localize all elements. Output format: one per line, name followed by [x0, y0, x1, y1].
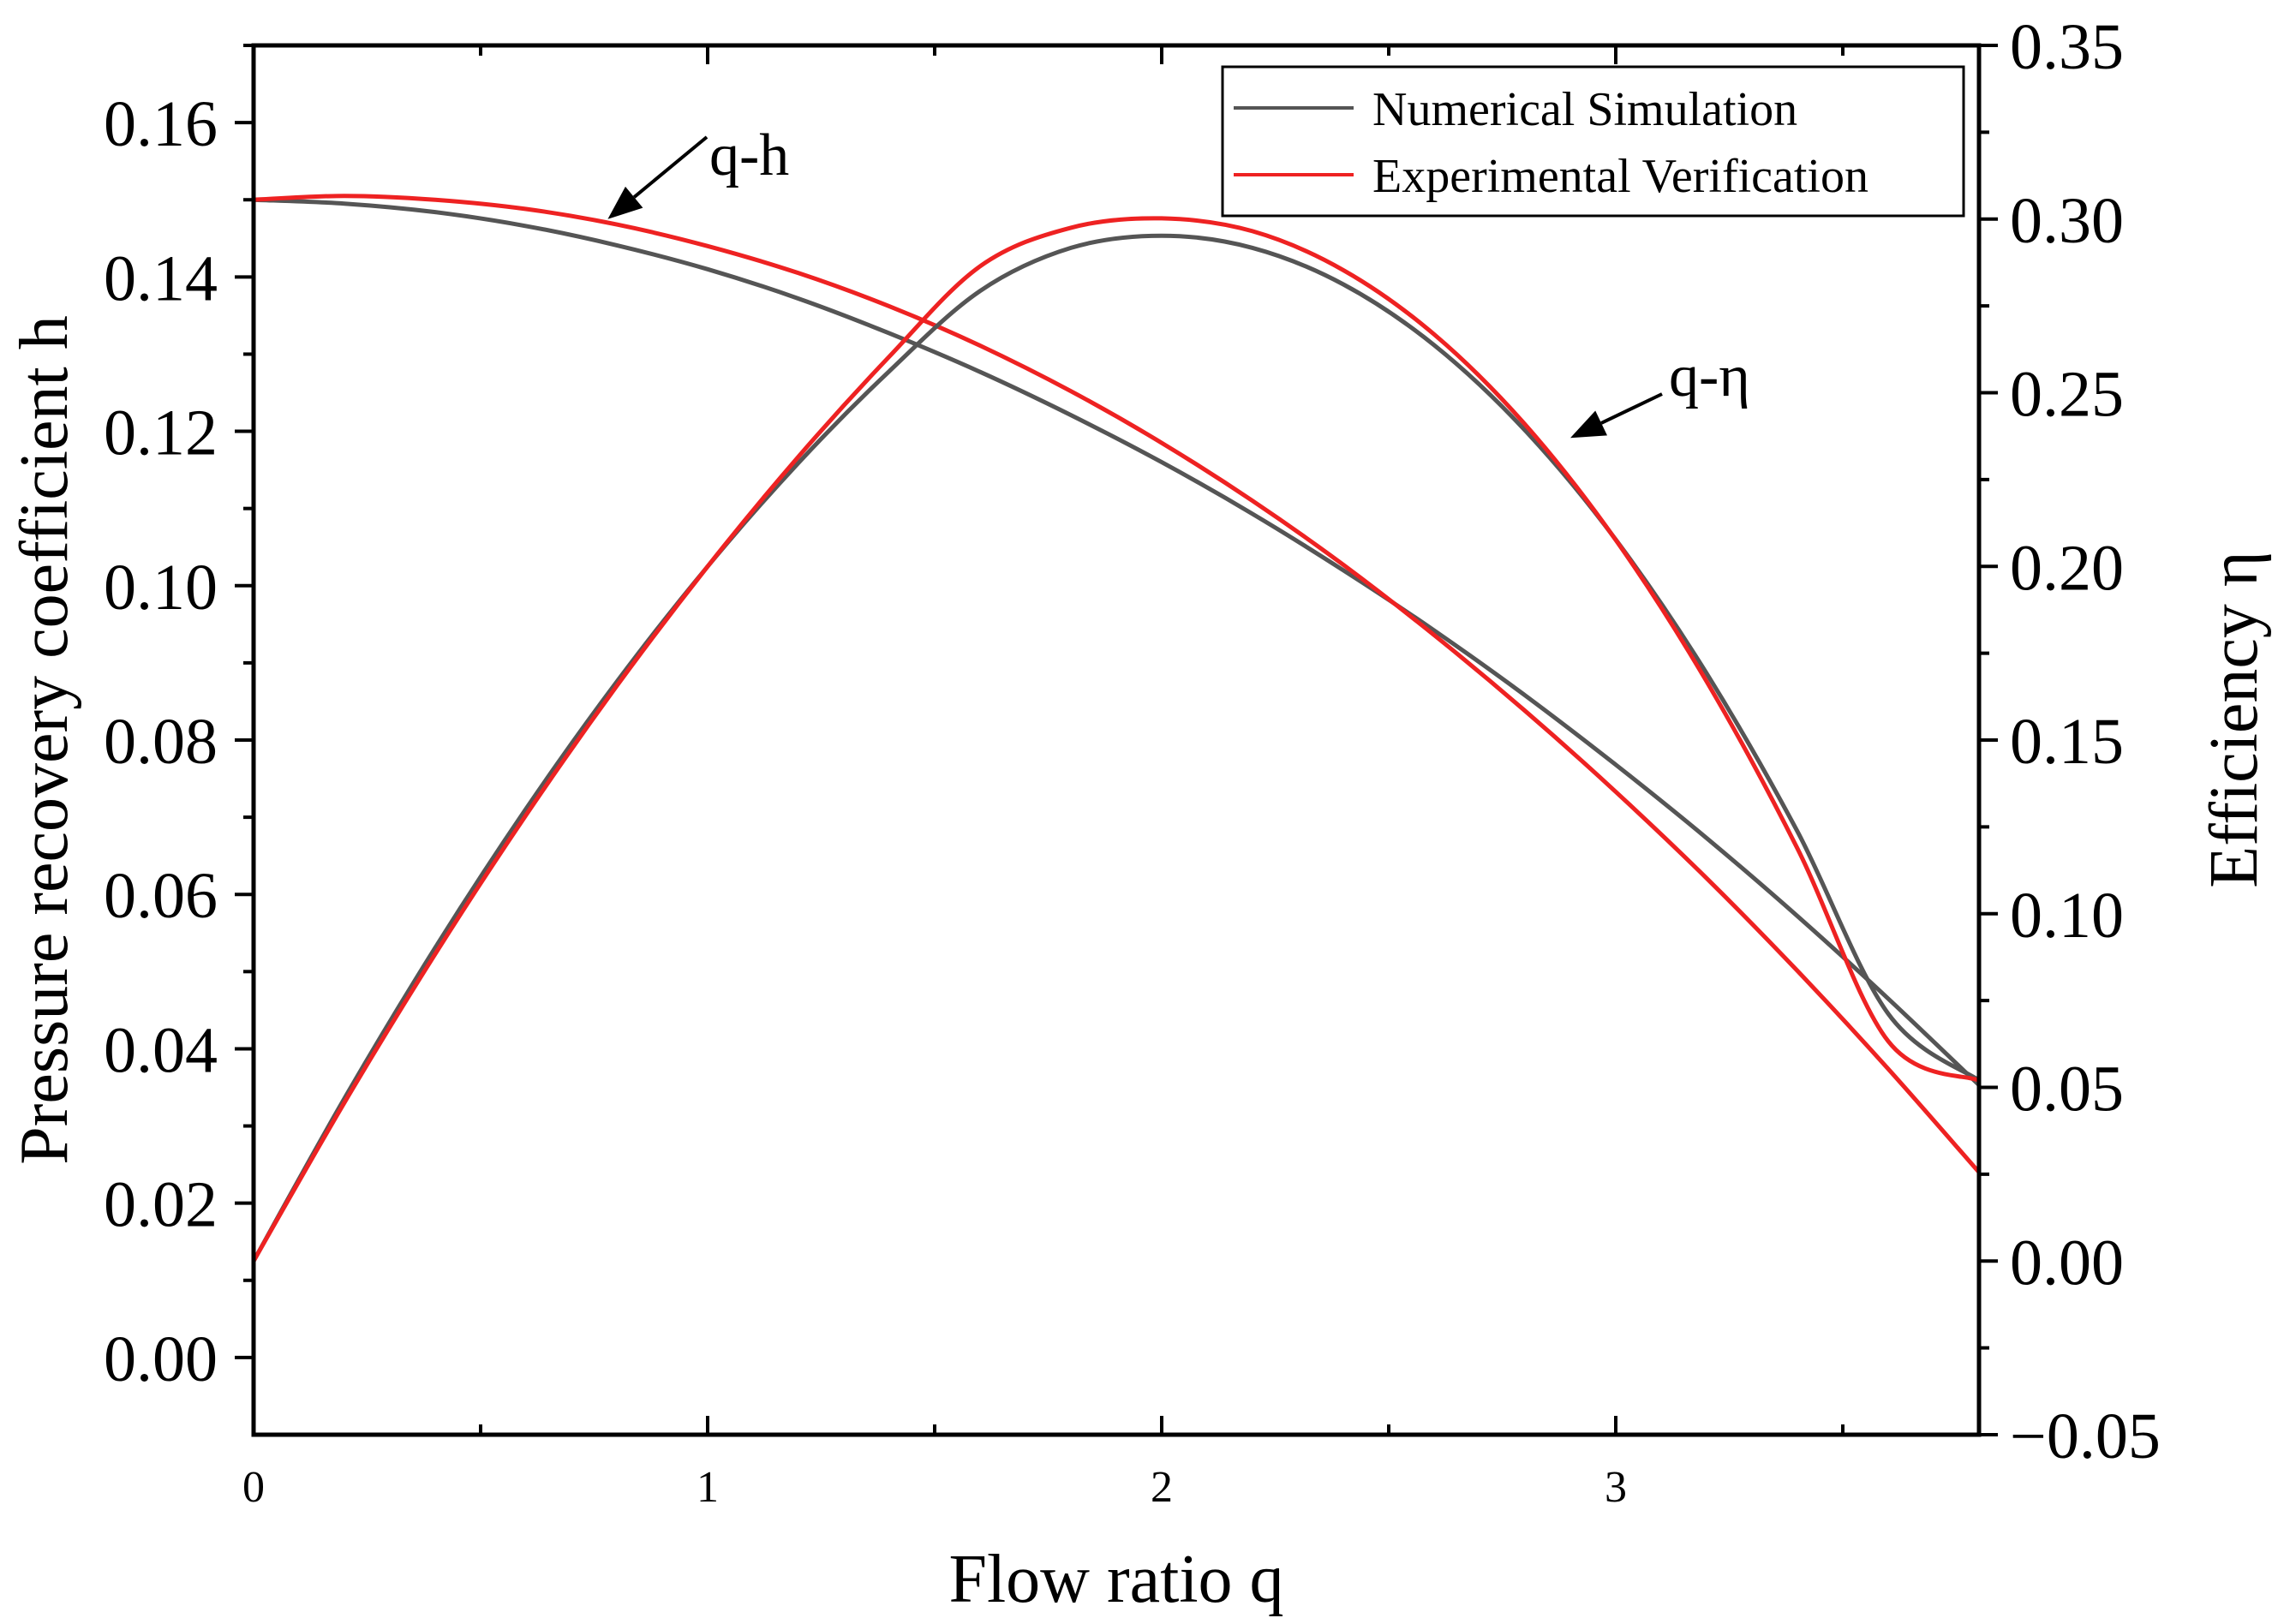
- y-left-tick-label: 0.08: [104, 706, 218, 778]
- annotation-arrowhead-qh: [607, 186, 643, 219]
- y-right-tick-label: 0.20: [2010, 532, 2124, 604]
- legend-label-experimental: Experimental Verification: [1372, 150, 1868, 203]
- annotation-arrow-qeta: [1600, 392, 1663, 425]
- x-axis-title: Flow ratio q: [948, 1542, 1283, 1617]
- y-right-tick-label: 0.15: [2010, 706, 2124, 778]
- series-line-experimental-verification-q-h: [253, 194, 1981, 1174]
- legend: Numerical Simulation Experimental Verifi…: [1221, 65, 1965, 218]
- annotation-label-qh: q-h: [709, 122, 789, 188]
- annotation-arrow-qh: [632, 135, 709, 199]
- series-line-experimental-verification-q: [251, 216, 1980, 1263]
- x-tick-label: 0: [242, 1463, 265, 1512]
- x-tick-label: 1: [697, 1463, 719, 1512]
- y-right-tick-label: 0.35: [2010, 11, 2124, 83]
- y-left-tick-label: 0.14: [104, 242, 218, 314]
- y-right-tick-label: 0.10: [2010, 880, 2124, 952]
- y-right-tick-label: 0.00: [2010, 1227, 2124, 1299]
- y-left-tick-label: 0.02: [104, 1169, 218, 1241]
- y-right-tick-label: 0.25: [2010, 359, 2124, 431]
- series-line-numerical-simulation-q: [251, 233, 1981, 1263]
- tick-group: [235, 44, 1998, 1436]
- annotation-qh: q-h: [607, 122, 789, 219]
- y-left-tick-label: 0.12: [104, 397, 218, 469]
- y-left-axis-title: Pressure recovery coefficient h: [7, 315, 82, 1164]
- x-tick-label: 2: [1151, 1463, 1173, 1512]
- y-right-tick-label: 0.05: [2010, 1054, 2124, 1125]
- x-tick-label: 3: [1605, 1463, 1627, 1512]
- series-line-numerical-simulation-q-h: [253, 197, 1981, 1087]
- y-right-tick-label: −0.05: [2010, 1400, 2161, 1472]
- y-left-tick-label: 0.06: [104, 860, 218, 932]
- annotation-arrowhead-qeta: [1570, 410, 1607, 439]
- tick-label-group: 0 1 2 3 0.00 0.02 0.04 0.06 0.08 0.10 0.12 0.14 0.16…: [104, 11, 2161, 1512]
- y-right-axis-title: Efficiency η: [2197, 551, 2272, 888]
- legend-box: [1221, 65, 1965, 218]
- y-right-tick-label: 0.30: [2010, 185, 2124, 257]
- annotation-qeta: q-η: [1570, 343, 1750, 439]
- y-left-tick-label: 0.16: [104, 88, 218, 160]
- y-left-tick-label: 0.00: [104, 1323, 218, 1395]
- annotation-label-qeta: q-η: [1669, 343, 1750, 409]
- series-group: [251, 194, 1981, 1263]
- legend-label-numerical: Numerical Simulation: [1372, 83, 1797, 136]
- y-left-tick-label: 0.10: [104, 552, 218, 624]
- y-left-tick-label: 0.04: [104, 1014, 218, 1086]
